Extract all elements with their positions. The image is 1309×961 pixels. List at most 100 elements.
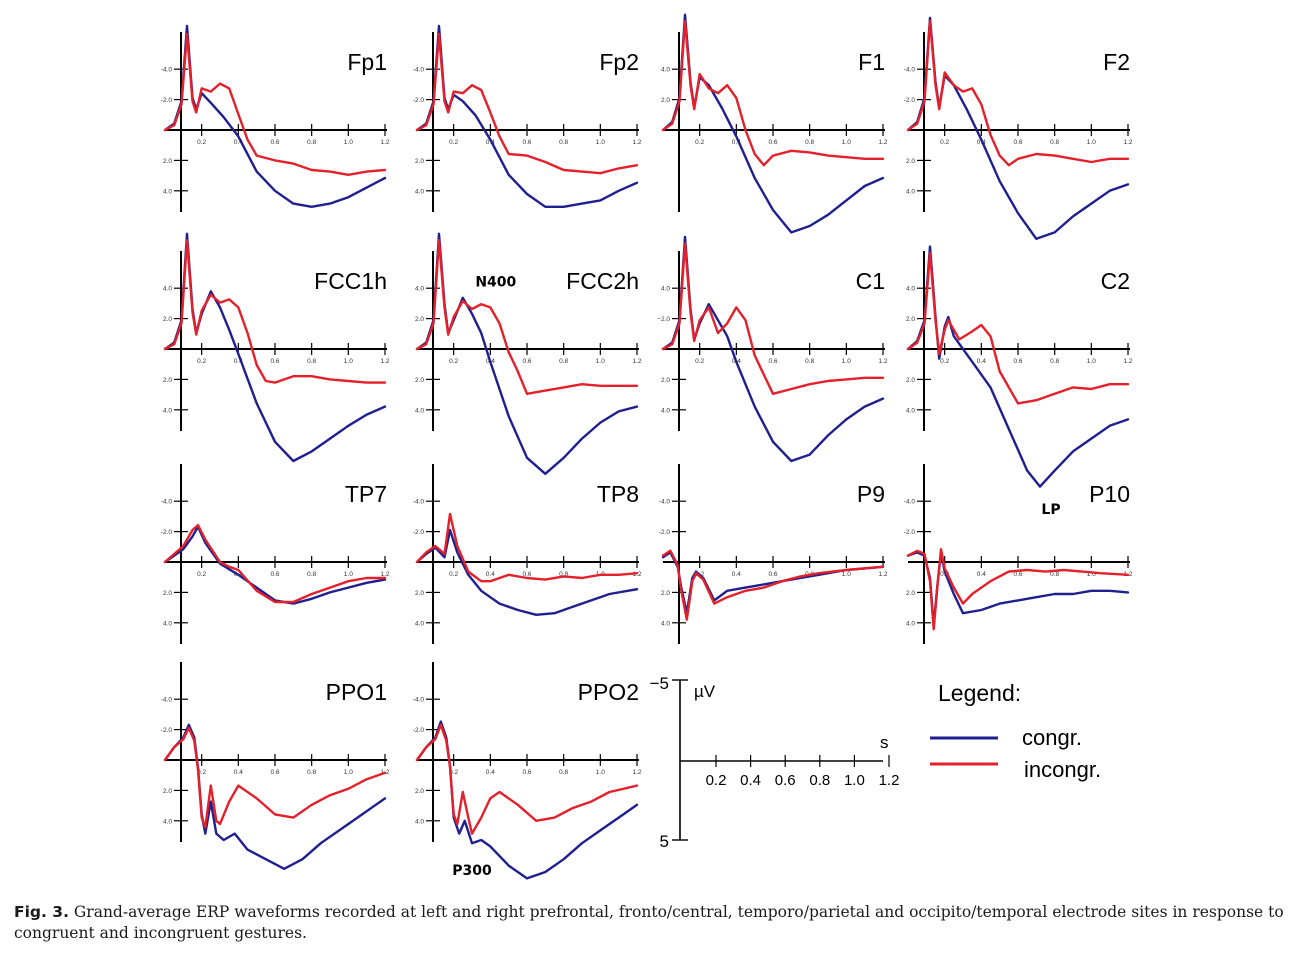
x-tick-label: 0.2	[449, 139, 458, 146]
x-tick-label: 0.6	[1013, 571, 1022, 578]
x-tick-label: 0.6	[522, 358, 531, 365]
x-tick-label: 1.0	[344, 769, 353, 776]
x-tick-label: 0.8	[307, 571, 316, 578]
x-tick-label: 1.2	[632, 769, 641, 776]
x-tick-label: 1.0	[596, 358, 605, 365]
y-tick-label: -4.0	[161, 67, 173, 74]
scale-bar-x-tick-label: 0.2	[706, 772, 727, 789]
y-tick-label: -2.0	[413, 727, 425, 734]
legend: Legend: congr. incongr.	[930, 680, 1101, 782]
series-incongr	[163, 32, 387, 177]
x-tick-label: 1.2	[380, 139, 389, 146]
x-tick-label: 1.0	[344, 139, 353, 146]
x-tick-label: 1.0	[1087, 571, 1096, 578]
x-tick-label: 0.2	[197, 358, 206, 365]
x-tick-label: 0.8	[805, 358, 814, 365]
y-tick-label: −2.0	[657, 316, 670, 323]
series-incongr	[163, 238, 387, 384]
series-incongr	[415, 512, 639, 583]
panel-c1: 0.2 0.4 0.6 0.8 1.0 1.24.0−2.02.04.0C1	[657, 235, 888, 463]
y-tick-label: 2.0	[163, 316, 172, 323]
y-tick-label: 2.0	[415, 590, 424, 597]
panel-c2: 0.2 0.4 0.6 0.8 1.0 1.2 4.0 2.0 2.0 4.0 C2 LP	[906, 245, 1133, 518]
x-tick-label: 1.2	[632, 139, 641, 146]
y-tick-label: -4.0	[161, 697, 173, 704]
x-tick-label: 0.8	[559, 769, 568, 776]
y-tick-label: 4.0	[661, 620, 670, 627]
x-tick-label: 0.4	[486, 769, 495, 776]
x-tick-label: 0.4	[977, 571, 986, 578]
scale-bar-x-ticks: 0.2 0.4 0.6 0.8 1.0 1.2	[706, 755, 900, 789]
panel-label: C2	[1101, 268, 1130, 294]
x-tick-label: 0.2	[197, 769, 206, 776]
y-tick-label: 2.0	[415, 788, 424, 795]
figure-caption-text: Grand-average ERP waveforms recorded at …	[14, 903, 1284, 942]
x-tick-label: 0.6	[270, 358, 279, 365]
y-tick-label: 4.0	[906, 620, 915, 627]
y-tick-label: 2.0	[163, 158, 172, 165]
figure-caption: Fig. 3. Grand-average ERP waveforms reco…	[14, 902, 1296, 944]
y-tick-label: 2.0	[661, 97, 670, 104]
y-tick-label: 2.0	[661, 377, 670, 384]
x-tick-label: 1.0	[1087, 358, 1096, 365]
panel-label: P9	[857, 481, 885, 507]
panel-label: F2	[1103, 49, 1130, 75]
y-tick-label: 4.0	[163, 407, 172, 414]
x-tick-label: 0.4	[234, 139, 243, 146]
panel-label: TP7	[345, 481, 387, 507]
y-tick-label: 4.0	[163, 818, 172, 825]
panel-fp1: 0.2 0.4 0.6 0.8 1.0 1.2 -4.0 -2.0 2.0 4.0 Fp1	[161, 24, 390, 212]
y-tick-label: 4.0	[415, 620, 424, 627]
x-tick-label: 0.8	[1050, 358, 1059, 365]
series-congr	[906, 245, 1130, 488]
legend-label-congr: congr.	[1022, 725, 1082, 750]
x-tick-label: 0.6	[768, 139, 777, 146]
y-tick-label: -2.0	[161, 97, 173, 104]
y-tick-label: 2.0	[163, 788, 172, 795]
x-tick-label: 1.0	[344, 571, 353, 578]
series-congr	[163, 232, 387, 463]
scale-bar-x-tick-label: 0.4	[740, 772, 761, 789]
scale-bar-x-unit: s	[880, 733, 889, 752]
panel-label: C1	[856, 268, 885, 294]
x-tick-label: 1.2	[380, 571, 389, 578]
y-tick-label: -2.0	[161, 727, 173, 734]
x-tick-label: 0.4	[732, 139, 741, 146]
y-tick-label: -4.0	[904, 499, 916, 506]
x-tick-label: 0.8	[1050, 571, 1059, 578]
y-tick-label: 4.0	[415, 818, 424, 825]
x-tick-label: 1.0	[842, 571, 851, 578]
x-tick-label: 0.6	[270, 139, 279, 146]
series-congr	[415, 528, 639, 616]
panel-label: Fp2	[599, 49, 639, 75]
series-congr	[661, 235, 885, 463]
y-tick-label: 4.0	[163, 188, 172, 195]
x-tick-label: 0.6	[1013, 358, 1022, 365]
panel-label: Fp1	[347, 49, 387, 75]
x-tick-label: 0.6	[1013, 139, 1022, 146]
y-tick-label: 2.0	[163, 590, 172, 597]
x-tick-label: 0.8	[307, 769, 316, 776]
series-incongr	[661, 549, 885, 621]
x-tick-label: 1.2	[632, 571, 641, 578]
x-tick-label: 0.6	[768, 571, 777, 578]
x-tick-label: 1.2	[1123, 358, 1132, 365]
x-tick-label: 0.6	[522, 139, 531, 146]
y-tick-label: 4.0	[163, 286, 172, 293]
scale-bar-y-top-label: −5	[650, 674, 669, 693]
scale-bar-x-tick-label: 0.8	[809, 772, 830, 789]
y-tick-label: 4.0	[415, 407, 424, 414]
scale-bar-x-tick-label: 1.2	[879, 772, 900, 789]
x-tick-label: 1.2	[878, 139, 887, 146]
y-tick-label: -4.0	[659, 499, 671, 506]
series-incongr	[661, 242, 885, 395]
x-tick-label: 0.6	[522, 571, 531, 578]
legend-label-incongr: incongr.	[1024, 757, 1101, 782]
